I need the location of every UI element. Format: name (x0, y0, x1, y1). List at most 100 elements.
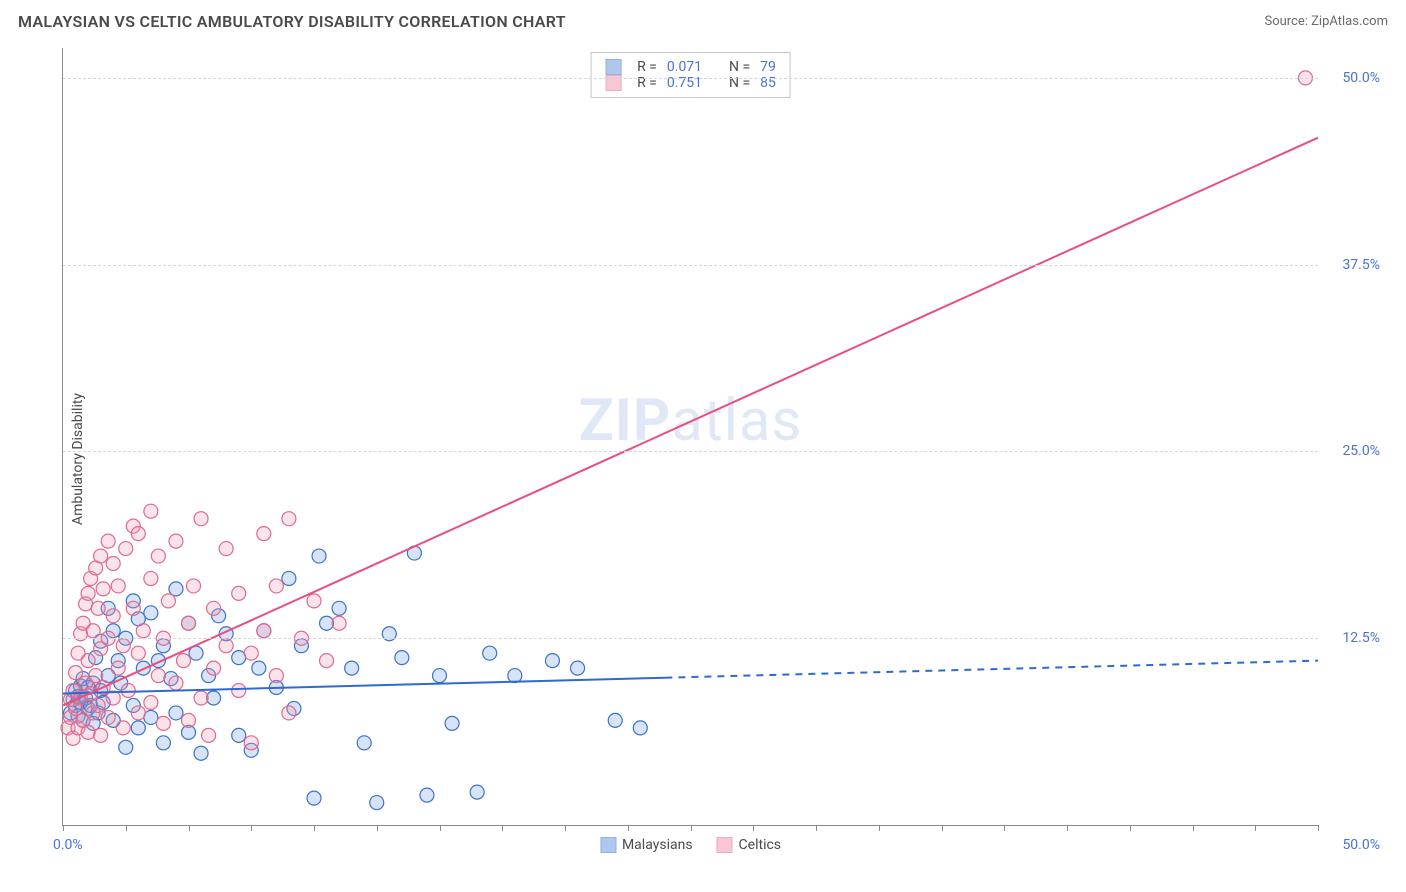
x-tick (251, 825, 252, 831)
data-point (91, 698, 105, 712)
data-point (207, 691, 221, 705)
chart-title: MALAYSIAN VS CELTIC AMBULATORY DISABILIT… (18, 12, 566, 31)
gridline (63, 451, 1318, 452)
gridline (63, 638, 1318, 639)
x-tick (502, 825, 503, 831)
data-point (483, 646, 497, 660)
data-point (257, 624, 271, 638)
x-axis-min-label: 0.0% (53, 837, 83, 853)
data-point (207, 661, 221, 675)
data-point (156, 716, 170, 730)
data-point (219, 639, 233, 653)
data-point (187, 579, 201, 593)
x-tick (879, 825, 880, 831)
data-point (161, 594, 175, 608)
x-tick (942, 825, 943, 831)
x-tick (377, 825, 378, 831)
trend-line-dashed (665, 661, 1318, 678)
data-point (144, 504, 158, 518)
x-axis-max-label: 50.0% (1342, 837, 1380, 853)
data-point (131, 721, 145, 735)
data-point (194, 512, 208, 526)
x-tick (440, 825, 441, 831)
stats-legend-box: R =0.071 N =79R =0.751 N =85 (590, 52, 791, 98)
plot-region: ZIPatlas R =0.071 N =79R =0.751 N =85 0.… (62, 48, 1318, 826)
data-point (312, 549, 326, 563)
x-tick (628, 825, 629, 831)
data-point (131, 646, 145, 660)
chart-area: Ambulatory Disability ZIPatlas R =0.071 … (18, 44, 1388, 874)
data-point (420, 788, 434, 802)
data-point (136, 624, 150, 638)
y-axis-tick-label: 37.5% (1342, 257, 1380, 273)
data-point (176, 654, 190, 668)
data-point (116, 721, 130, 735)
y-axis-tick-label: 12.5% (1342, 630, 1380, 646)
data-point (151, 669, 165, 683)
x-tick (565, 825, 566, 831)
legend-label: Celtics (739, 837, 781, 853)
x-tick (126, 825, 127, 831)
data-point (182, 616, 196, 630)
data-point (207, 601, 221, 615)
data-point (508, 669, 522, 683)
data-point (202, 728, 216, 742)
x-tick (63, 825, 64, 831)
data-point (320, 616, 334, 630)
x-tick (1193, 825, 1194, 831)
data-point (121, 684, 135, 698)
legend-swatch (600, 837, 616, 853)
data-point (144, 695, 158, 709)
data-point (81, 725, 95, 739)
data-point (307, 791, 321, 805)
legend-swatch (717, 837, 733, 853)
x-tick (1255, 825, 1256, 831)
data-point (282, 706, 296, 720)
gridline (63, 78, 1318, 79)
data-point (144, 606, 158, 620)
data-point (144, 571, 158, 585)
stats-row: R =0.071 N =79 (605, 59, 776, 75)
legend-item: Malaysians (600, 834, 693, 853)
y-axis-tick-label: 50.0% (1342, 70, 1380, 86)
data-point (332, 616, 346, 630)
data-point (244, 736, 258, 750)
data-point (111, 579, 125, 593)
data-point (470, 785, 484, 799)
x-tick (816, 825, 817, 831)
data-point (269, 669, 283, 683)
data-point (545, 654, 559, 668)
data-point (126, 601, 140, 615)
data-point (81, 586, 95, 600)
source-label: Source: ZipAtlas.com (1264, 14, 1388, 29)
bottom-legend: Malaysians Celtics (600, 834, 781, 853)
x-tick (1318, 825, 1319, 831)
data-point (156, 736, 170, 750)
data-point (94, 728, 108, 742)
data-point (101, 534, 115, 548)
data-point (119, 740, 133, 754)
data-point (169, 706, 183, 720)
data-point (633, 721, 647, 735)
data-point (232, 586, 246, 600)
data-point (131, 706, 145, 720)
data-point (151, 549, 165, 563)
y-axis-tick-label: 25.0% (1342, 443, 1380, 459)
data-point (244, 646, 258, 660)
data-point (571, 661, 585, 675)
legend-swatch (605, 59, 621, 75)
data-point (81, 654, 95, 668)
data-point (96, 582, 110, 596)
data-point (116, 639, 130, 653)
data-point (370, 796, 384, 810)
x-tick (1067, 825, 1068, 831)
chart-header: MALAYSIAN VS CELTIC AMBULATORY DISABILIT… (0, 0, 1406, 39)
data-point (101, 710, 115, 724)
data-point (232, 684, 246, 698)
data-point (194, 691, 208, 705)
x-tick (189, 825, 190, 831)
data-point (257, 527, 271, 541)
data-point (94, 549, 108, 563)
data-point (357, 736, 371, 750)
data-point (232, 651, 246, 665)
